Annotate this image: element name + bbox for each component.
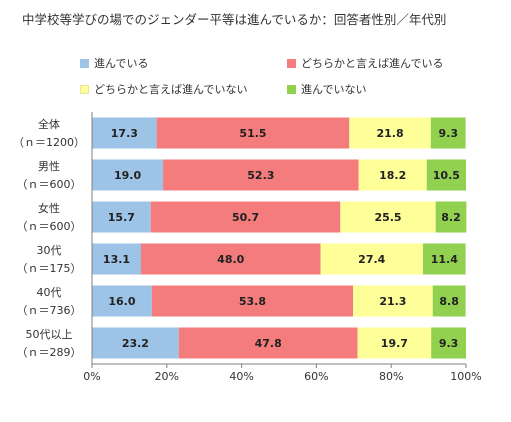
legend-item: 進んでいない: [287, 81, 366, 97]
x-tick-label: 100%: [450, 370, 481, 383]
data-label: 13.1: [103, 253, 130, 266]
legend-item: どちらかと言えば進んでいない: [80, 81, 247, 97]
category-label: 全体: [38, 117, 60, 131]
x-tick-label: 60%: [304, 370, 328, 383]
legend-label: どちらかと言えば進んでいる: [301, 57, 444, 70]
data-label: 19.0: [114, 169, 141, 182]
bar-segment: [140, 243, 321, 275]
x-tick-label: 20%: [155, 370, 179, 383]
category-label: 女性: [38, 201, 60, 215]
bar-segment: [163, 159, 359, 191]
data-label: 27.4: [358, 253, 385, 266]
category-label: 男性: [38, 159, 60, 173]
data-label: 16.0: [108, 295, 135, 308]
data-label: 47.8: [255, 337, 282, 350]
data-label: 23.2: [122, 337, 149, 350]
bar-segment: [431, 327, 466, 359]
bar-segment: [151, 285, 354, 317]
bar-segment: [178, 327, 358, 359]
bar-segment: [435, 201, 467, 233]
legend-swatch: [80, 58, 89, 68]
bar-segment: [426, 159, 466, 191]
data-label: 9.3: [438, 127, 458, 140]
data-label: 9.3: [439, 337, 459, 350]
bar-segment: [92, 327, 179, 359]
legend-label: どちらかと言えば進んでいない: [94, 83, 248, 96]
chart-title: 中学校等学びの場でのジェンダー平等は進んでいるか：回答者性別／年代別: [22, 12, 447, 27]
data-label: 17.3: [111, 127, 138, 140]
bar-segment: [432, 285, 466, 317]
bar-segment: [320, 243, 423, 275]
bar-segment: [353, 285, 433, 317]
data-label: 48.0: [217, 253, 244, 266]
legend-item: 進んでいる: [80, 55, 148, 71]
x-tick-label: 40%: [229, 370, 253, 383]
data-label: 18.2: [379, 169, 406, 182]
bar-segment: [349, 117, 431, 149]
bar-segment: [92, 117, 157, 149]
category-n-label: （ｎ＝289）: [17, 346, 82, 359]
data-label: 15.7: [108, 211, 135, 224]
legend-swatch: [287, 84, 296, 94]
legend-swatch: [287, 58, 296, 68]
category-n-label: （ｎ＝175）: [17, 262, 82, 275]
data-label: 53.8: [239, 295, 266, 308]
category-n-label: （ｎ＝736）: [17, 304, 82, 317]
data-label: 50.7: [232, 211, 259, 224]
data-label: 10.5: [433, 169, 460, 182]
bar-segment: [156, 117, 350, 149]
bar-segment: [358, 159, 427, 191]
data-label: 8.8: [439, 295, 459, 308]
data-label: 21.8: [377, 127, 404, 140]
x-tick-label: 80%: [379, 370, 403, 383]
category-n-label: （ｎ＝600）: [17, 220, 82, 233]
bar-segment: [92, 243, 141, 275]
legend-label: 進んでいない: [301, 83, 367, 96]
category-n-label: （ｎ＝600）: [17, 178, 82, 191]
bar-segment: [430, 117, 466, 149]
data-label: 21.3: [379, 295, 406, 308]
legend-item: どちらかと言えば進んでいる: [287, 55, 443, 71]
bar-segment: [92, 285, 152, 317]
bar-segment: [92, 201, 151, 233]
data-label: 11.4: [431, 253, 458, 266]
category-label: 50代以上: [26, 328, 73, 341]
bar-segment: [340, 201, 436, 233]
category-n-label: （ｎ＝1200）: [13, 136, 85, 149]
x-tick-label: 0%: [83, 370, 100, 383]
category-label: 40代: [37, 286, 62, 299]
bar-segment: [150, 201, 341, 233]
bar-segment: [92, 159, 164, 191]
data-label: 8.2: [441, 211, 461, 224]
legend-label: 進んでいる: [94, 57, 149, 70]
bar-segment: [422, 243, 466, 275]
data-label: 19.7: [381, 337, 408, 350]
data-label: 25.5: [374, 211, 401, 224]
bar-segment: [357, 327, 432, 359]
category-label: 30代: [37, 244, 62, 257]
legend-swatch: [80, 84, 89, 94]
data-label: 52.3: [247, 169, 274, 182]
data-label: 51.5: [239, 127, 266, 140]
